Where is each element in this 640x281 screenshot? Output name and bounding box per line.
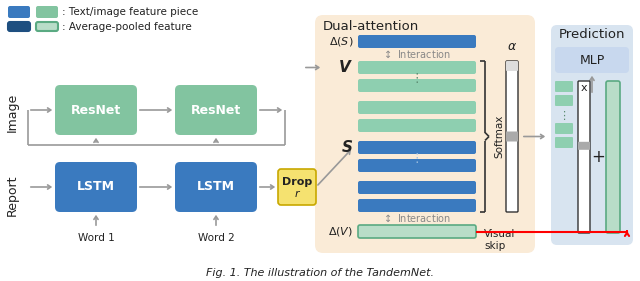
FancyBboxPatch shape (506, 132, 518, 142)
FancyBboxPatch shape (506, 61, 518, 71)
FancyBboxPatch shape (358, 61, 476, 74)
Text: ⋮: ⋮ (559, 111, 570, 121)
Text: $\alpha$: $\alpha$ (507, 40, 517, 53)
Text: ResNet: ResNet (191, 103, 241, 117)
FancyBboxPatch shape (555, 137, 573, 148)
FancyBboxPatch shape (358, 35, 476, 48)
FancyBboxPatch shape (36, 22, 58, 31)
FancyBboxPatch shape (358, 199, 476, 212)
Text: LSTM: LSTM (197, 180, 235, 194)
Text: Word 2: Word 2 (198, 233, 234, 243)
FancyBboxPatch shape (358, 181, 476, 194)
Text: $\Delta(S)$: $\Delta(S)$ (328, 35, 353, 48)
Text: Drop: Drop (282, 177, 312, 187)
FancyBboxPatch shape (358, 141, 476, 154)
Text: +: + (591, 148, 605, 166)
Text: : Text/image feature piece: : Text/image feature piece (62, 7, 198, 17)
FancyBboxPatch shape (315, 15, 535, 253)
FancyBboxPatch shape (358, 119, 476, 132)
Text: MLP: MLP (579, 53, 605, 67)
Text: $\Delta(V)$: $\Delta(V)$ (328, 225, 353, 238)
Text: x: x (580, 83, 588, 93)
Text: $\updownarrow$ Interaction: $\updownarrow$ Interaction (383, 212, 452, 224)
Text: ⋮: ⋮ (411, 152, 423, 165)
FancyBboxPatch shape (358, 101, 476, 114)
Text: Image: Image (6, 92, 19, 132)
Text: Report: Report (6, 174, 19, 216)
FancyBboxPatch shape (606, 81, 620, 233)
Text: Softmax: Softmax (494, 115, 504, 158)
FancyBboxPatch shape (55, 162, 137, 212)
FancyBboxPatch shape (358, 159, 476, 172)
Text: $\boldsymbol{V}$: $\boldsymbol{V}$ (338, 60, 353, 76)
Text: Visual
skip: Visual skip (484, 229, 515, 251)
Text: $\boldsymbol{S}$: $\boldsymbol{S}$ (341, 139, 353, 155)
FancyBboxPatch shape (8, 22, 30, 31)
Text: : Average-pooled feature: : Average-pooled feature (62, 22, 192, 32)
Text: Dual-attention: Dual-attention (323, 21, 419, 33)
Text: LSTM: LSTM (77, 180, 115, 194)
FancyBboxPatch shape (555, 81, 573, 92)
Text: Fig. 1. The illustration of the TandemNet.: Fig. 1. The illustration of the TandemNe… (206, 268, 434, 278)
FancyBboxPatch shape (36, 6, 58, 18)
Text: Prediction: Prediction (559, 28, 625, 42)
FancyBboxPatch shape (555, 123, 573, 134)
FancyBboxPatch shape (55, 85, 137, 135)
FancyBboxPatch shape (358, 225, 476, 238)
Text: ⋮: ⋮ (411, 72, 423, 85)
FancyBboxPatch shape (551, 25, 633, 245)
Text: $\updownarrow$ Interaction: $\updownarrow$ Interaction (383, 48, 452, 60)
Text: Word 1: Word 1 (77, 233, 115, 243)
FancyBboxPatch shape (578, 81, 590, 233)
FancyBboxPatch shape (278, 169, 316, 205)
FancyBboxPatch shape (578, 142, 590, 150)
FancyBboxPatch shape (358, 79, 476, 92)
FancyBboxPatch shape (555, 47, 629, 73)
FancyBboxPatch shape (175, 85, 257, 135)
FancyBboxPatch shape (175, 162, 257, 212)
FancyBboxPatch shape (8, 6, 30, 18)
Text: ResNet: ResNet (71, 103, 121, 117)
FancyBboxPatch shape (555, 95, 573, 106)
FancyBboxPatch shape (506, 61, 518, 212)
Text: r: r (294, 189, 300, 199)
